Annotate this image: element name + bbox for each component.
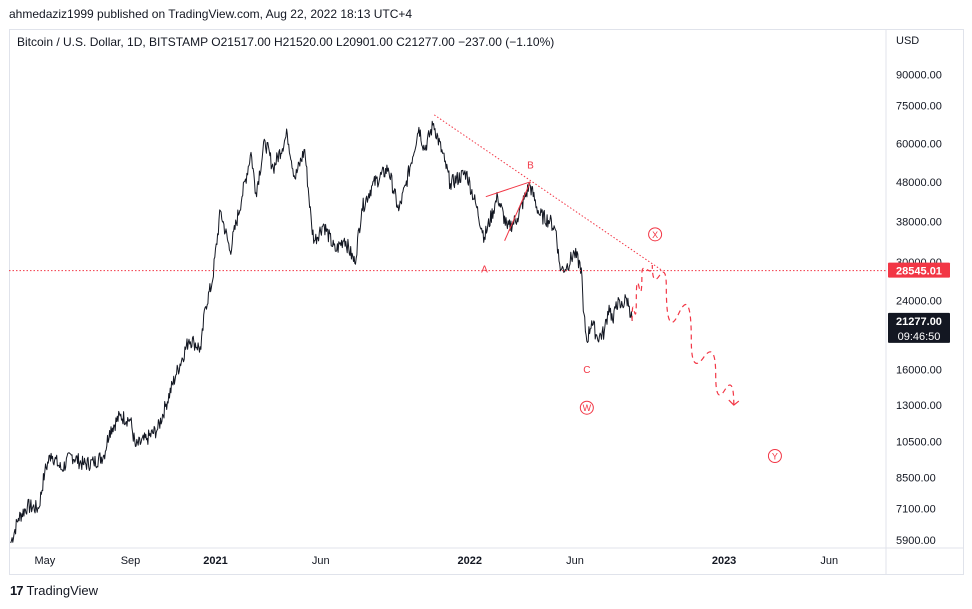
- wave-b-line-0: [485, 181, 531, 198]
- chart-frame: [9, 29, 964, 575]
- wave-label-Y: Y: [772, 452, 778, 462]
- time-axis[interactable]: May Sep 2021 Jun 2022 Jun 2023 Jun: [34, 555, 838, 567]
- y-tick-label: 13000.00: [896, 400, 942, 412]
- y-tick-label: 5900.00: [896, 535, 936, 547]
- price-line-0: [10, 120, 633, 544]
- projection-path: [631, 264, 735, 406]
- x-tick-label: 2021: [203, 555, 227, 567]
- price-marker-label-0: 28545.01: [896, 266, 942, 278]
- wave-label-C: C: [583, 365, 590, 376]
- y-tick-label: 8500.00: [896, 473, 936, 485]
- y-tick-label: 48000.00: [896, 177, 942, 189]
- footer-branding[interactable]: 17 TradingView: [10, 583, 98, 598]
- y-tick-label: 90000.00: [896, 69, 942, 81]
- price-marker-bg-1: [888, 312, 950, 343]
- x-tick-label: Sep: [121, 555, 141, 567]
- price-marker-label-1: 21277.00: [896, 316, 942, 328]
- wave-annotations: A B C W X Y: [9, 114, 886, 464]
- price-axis[interactable]: 90000.00 75000.00 60000.00 48000.00 38000.00…: [896, 69, 942, 547]
- currency-label: USD: [896, 35, 919, 47]
- wave-label-A: A: [481, 265, 488, 276]
- projection-arrowhead: [728, 399, 740, 406]
- y-tick-label: 24000.00: [896, 295, 942, 307]
- wave-label-W: W: [583, 403, 592, 413]
- x-tick-label: 2023: [712, 555, 736, 567]
- y-tick-label: 75000.00: [896, 101, 942, 113]
- x-tick-label: Jun: [820, 555, 838, 567]
- wave-label-circle-X: [648, 227, 663, 242]
- wave-b-line-1: [504, 181, 531, 241]
- price-series: [10, 120, 633, 544]
- wave-label-B: B: [527, 160, 534, 171]
- price-marker-bg-0: [888, 262, 950, 278]
- y-tick-label: 7100.00: [896, 503, 936, 515]
- y-tick-label: 16000.00: [896, 365, 942, 377]
- tradingview-logo-icon: 17: [10, 583, 24, 598]
- y-tick-label: 38000.00: [896, 217, 942, 229]
- brand-name: TradingView: [26, 583, 99, 598]
- descending-trendline: [433, 114, 664, 272]
- x-tick-label: May: [34, 555, 55, 567]
- y-tick-label: 10500.00: [896, 437, 942, 449]
- price-markers: 28545.01 21277.00 09:46:50: [888, 262, 950, 343]
- wave-label-circle-Y: [767, 449, 782, 464]
- price-marker-countdown-1: 09:46:50: [898, 331, 941, 343]
- publisher-line: ahmedaziz1999 published on TradingView.c…: [9, 7, 413, 21]
- symbol-legend[interactable]: Bitcoin / U.S. Dollar, 1D, BITSTAMP O215…: [17, 35, 555, 49]
- x-tick-label: Jun: [566, 555, 584, 567]
- wave-label-X: X: [652, 230, 658, 240]
- wave-label-circle-W: [579, 400, 594, 415]
- y-tick-label: 60000.00: [896, 139, 942, 151]
- x-tick-label: Jun: [312, 555, 330, 567]
- x-tick-label: 2022: [458, 555, 482, 567]
